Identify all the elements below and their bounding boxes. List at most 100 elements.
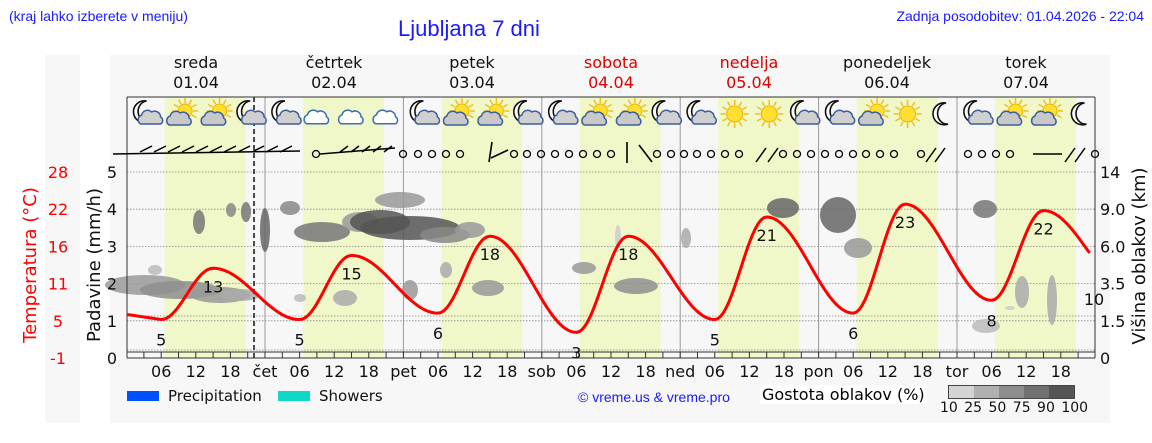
- cloud-density-blob: [1047, 275, 1057, 325]
- cloud-icon: [372, 109, 399, 125]
- day-name: sreda: [173, 53, 219, 72]
- x-tick-label-hour: 06: [705, 362, 725, 381]
- wind-calm-icon: [778, 149, 788, 159]
- wind-calm-icon: [792, 149, 802, 159]
- day-header-06.04: ponedeljek 06.04: [827, 53, 947, 93]
- wind-barb: [279, 145, 293, 153]
- day-header-07.04: torek 07.04: [966, 53, 1086, 93]
- wind-barb: [361, 145, 371, 153]
- sun-icon: [720, 100, 749, 128]
- precip-tick-label: 5: [107, 163, 117, 182]
- wind-calm-icon: [692, 149, 702, 159]
- moon-cloud-icon: [789, 100, 821, 125]
- temp-max-label: 18: [618, 245, 638, 264]
- x-tick-label-hour: 12: [878, 362, 898, 381]
- wind-barb: [153, 145, 167, 153]
- cloud-density-blob: [1015, 276, 1029, 308]
- cloud-tick-label: 0: [1100, 349, 1110, 368]
- wind-barb: [195, 145, 209, 153]
- density-swatch: [1049, 386, 1074, 398]
- temp-min-label: 3: [571, 343, 581, 362]
- wind-calm-icon: [889, 149, 899, 159]
- moon-cloud-icon: [651, 100, 683, 125]
- cloud-density-ticks: 10 25 50 75 90 100: [940, 400, 1089, 416]
- wind-calm-icon: [592, 149, 602, 159]
- cloud-density-blob: [455, 222, 485, 238]
- sun-cloud-icon: [442, 98, 475, 126]
- day-header-04.04: sobota 04.04: [551, 53, 671, 93]
- wind-calm-icon: [820, 149, 830, 159]
- x-tick-label-hour: 18: [497, 362, 517, 381]
- x-tick-label-hour: 12: [462, 362, 482, 381]
- sun-cloud-icon: [581, 98, 614, 126]
- cloud-density-blob: [614, 278, 658, 294]
- cloud-tick-label: 3.5: [1100, 275, 1125, 294]
- cloud-icon: [303, 109, 330, 125]
- x-tick-label-hour: 12: [739, 362, 759, 381]
- cloud-density-blob: [294, 294, 306, 302]
- temp-tick-label: 16: [48, 237, 68, 256]
- day-name: sobota: [583, 53, 639, 72]
- moon-icon: [1070, 102, 1087, 126]
- x-tick-label-hour: 06: [566, 362, 586, 381]
- sun-cloud-icon: [200, 98, 233, 126]
- cloud-density-blob: [375, 192, 425, 208]
- wind-barb: [767, 147, 779, 163]
- density-swatch: [1024, 386, 1049, 398]
- cloud-icon: [337, 109, 364, 125]
- precip-tick-label: 2: [107, 275, 117, 294]
- temp-tick-label: 28: [48, 163, 68, 182]
- x-tick-label-hour: 18: [774, 362, 794, 381]
- day-date: 05.04: [726, 73, 772, 92]
- cloud-density-blob: [972, 319, 1000, 333]
- wind-calm-icon: [720, 149, 730, 159]
- cloud-density-blob: [440, 262, 452, 278]
- x-tick-label-hour: 18: [220, 362, 240, 381]
- sun-cloud-icon: [996, 98, 1029, 126]
- wind-calm-icon: [441, 149, 451, 159]
- cloud-density-blob: [820, 197, 856, 233]
- wind-calm-icon: [977, 149, 987, 159]
- legend-showers-label: Showers: [319, 387, 383, 405]
- x-tick-label-hour: 06: [981, 362, 1001, 381]
- temp-axis-title: Temperatura (°C): [20, 187, 41, 344]
- wind-barb: [237, 145, 251, 153]
- temp-min-label: 5: [295, 331, 305, 350]
- day-header-01.04: sreda 01.04: [136, 53, 256, 93]
- wind-barb: [1064, 147, 1076, 163]
- x-tick-label-hour: 12: [1016, 362, 1036, 381]
- cloud-density-blob: [148, 265, 162, 275]
- wind-calm-icon: [564, 149, 574, 159]
- day-name: ponedeljek: [843, 53, 931, 72]
- wind-barb: [265, 145, 279, 153]
- sun-cloud-icon: [165, 98, 199, 126]
- cloud-tick-label: 1.5: [1100, 312, 1125, 331]
- wind-calm-icon: [652, 149, 662, 159]
- x-tick-label-hour: 06: [151, 362, 171, 381]
- wind-calm-icon: [1090, 149, 1100, 159]
- temp-max-label: 15: [341, 264, 361, 283]
- daylight-band: [995, 97, 1076, 358]
- wind-barb: [372, 145, 382, 153]
- wind-calm-icon: [311, 149, 321, 159]
- temp-max-label: 21: [757, 226, 777, 245]
- wind-calm-icon: [875, 149, 885, 159]
- x-tick-label-hour: 18: [359, 362, 379, 381]
- sun-icon: [893, 100, 922, 128]
- x-tick-label-day: tor: [946, 362, 969, 381]
- wind-calm-icon: [834, 149, 844, 159]
- wind-calm-icon: [578, 149, 588, 159]
- x-tick-label-hour: 12: [601, 362, 621, 381]
- day-header-03.04: petek 03.04: [412, 53, 532, 93]
- cloud-tick-label: 9.0: [1100, 200, 1125, 219]
- sun-cloud-icon: [615, 98, 648, 126]
- moon-cloud-icon: [686, 100, 718, 125]
- temp-max-label: 13: [203, 277, 223, 296]
- copyright-link[interactable]: © vreme.us & vreme.pro: [578, 389, 730, 405]
- moon-cloud-icon: [824, 100, 856, 125]
- wind-calm-icon: [963, 149, 973, 159]
- x-tick-label-day: pet: [390, 362, 416, 381]
- temp-min-label: 8: [987, 311, 997, 330]
- cloud-density-blob: [333, 290, 357, 306]
- wind-calm-icon: [861, 149, 871, 159]
